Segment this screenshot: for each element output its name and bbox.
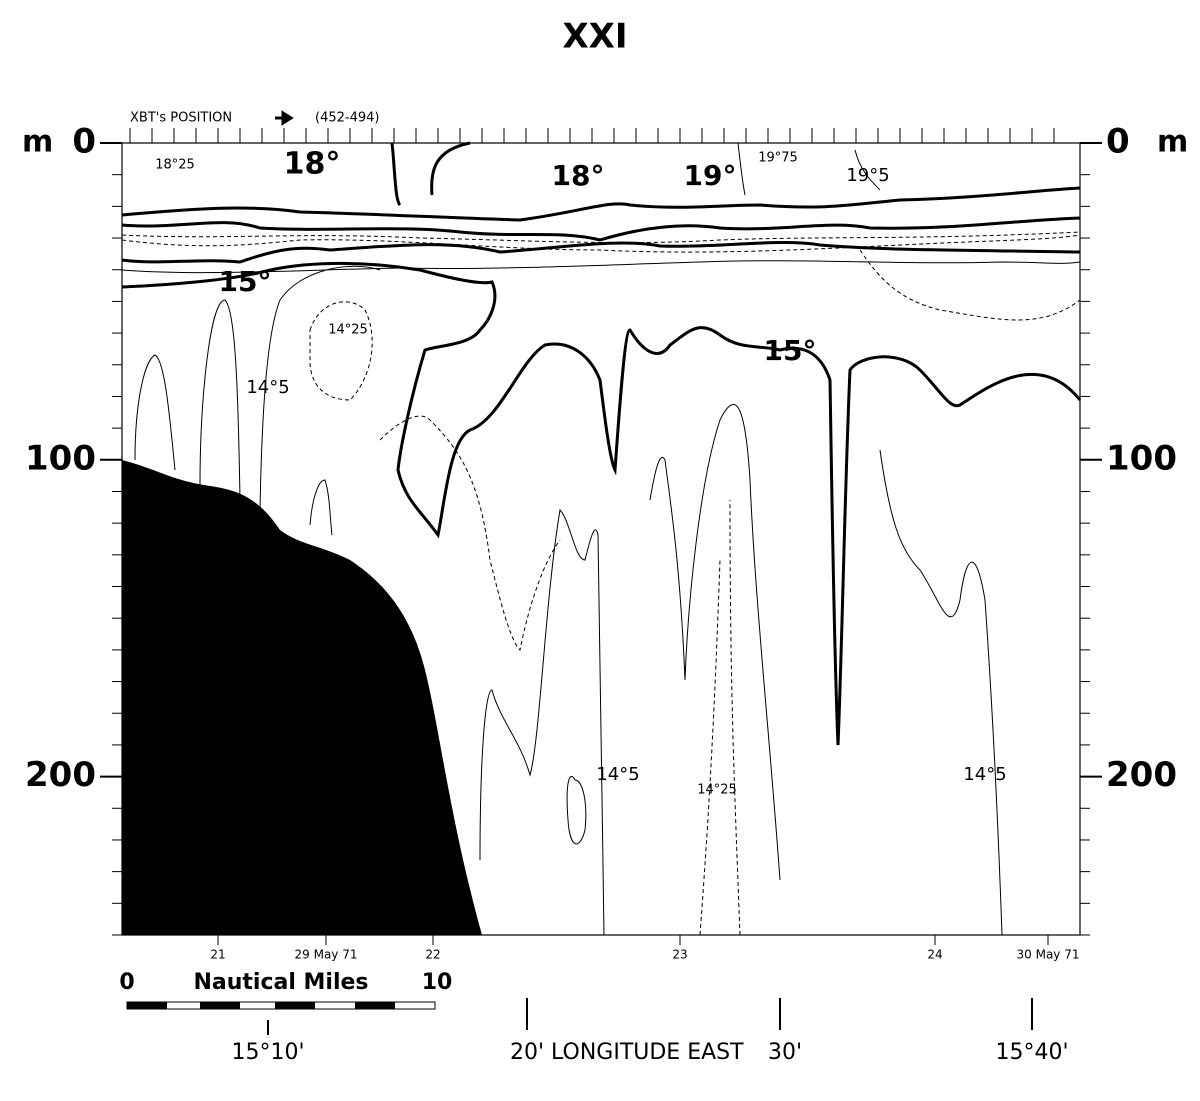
scale-bar (126, 1001, 436, 1010)
date-label: 30 May 71 (1017, 948, 1080, 962)
date-label: 23 (672, 948, 687, 962)
contour-label: 18°25 (155, 158, 195, 173)
contour-label: 15° (219, 265, 272, 298)
y-tick-label: 100 (25, 438, 96, 478)
date-label: 22 (425, 948, 440, 962)
contour-label: 19°5 (846, 165, 889, 186)
scale-label: Nautical Miles (193, 970, 368, 995)
contour-label: 14°25 (328, 323, 368, 338)
longitude-label: 15°10' (231, 1040, 304, 1065)
contour-label: 19°75 (758, 151, 798, 166)
y-unit: m (22, 125, 53, 160)
contour-label: 18° (284, 147, 341, 182)
y-tick-label: 200 (1106, 755, 1177, 795)
date-label: 21 (210, 948, 225, 962)
longitude-label: 15°40' (995, 1040, 1068, 1065)
scale-end: 10 (422, 970, 453, 995)
contour-label: 14°5 (596, 764, 639, 785)
longitude-ticks (267, 998, 1033, 1035)
contour-label: 14°5 (963, 764, 1006, 785)
date-label: 24 (927, 948, 942, 962)
xbt-ticks (129, 128, 1055, 143)
seabed (122, 460, 482, 935)
y-tick-label: 100 (1106, 438, 1177, 478)
y-tick-label: 200 (25, 755, 96, 795)
contour-label: 14°25 (697, 783, 737, 798)
chart-title: XXI (562, 17, 627, 57)
position-range: (452-494) (315, 111, 379, 126)
date-label: 29 May 71 (295, 948, 358, 962)
contour-label: 14°5 (246, 377, 289, 398)
contour-label: 15° (764, 334, 817, 367)
isotherms (121, 141, 1082, 936)
y-tick-label: 0 (1106, 122, 1130, 162)
arrow (275, 110, 294, 126)
y-tick-label: 0 (72, 122, 96, 162)
scale-start: 0 (119, 970, 134, 995)
position-note: XBT's POSITION (130, 111, 232, 126)
y-unit: m (1157, 125, 1188, 160)
longitude-label: 30' (768, 1040, 802, 1065)
contour-label: 19° (684, 159, 737, 192)
longitude-label: 20' LONGITUDE EAST (510, 1040, 744, 1065)
contour-label: 18° (552, 159, 605, 192)
